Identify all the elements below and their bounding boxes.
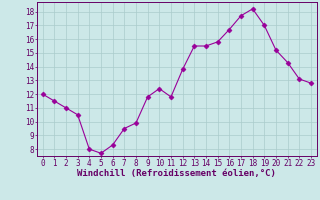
X-axis label: Windchill (Refroidissement éolien,°C): Windchill (Refroidissement éolien,°C) bbox=[77, 169, 276, 178]
